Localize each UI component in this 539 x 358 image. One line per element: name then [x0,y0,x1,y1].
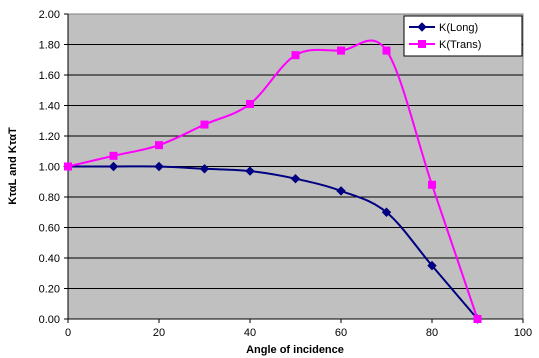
series-2 [64,39,482,323]
data-point [428,180,436,189]
x-tick-label: 80 [426,327,438,339]
x-tick-label: 40 [244,327,256,339]
y-tick-label: 1.60 [39,70,60,82]
legend-box [403,15,523,57]
data-point [246,99,254,108]
data-point [382,46,391,55]
series-layer [63,39,483,324]
data-point [154,161,164,172]
data-point [245,166,255,176]
x-axis-title: Angle of incidence [246,344,344,356]
y-tick-label: 1.00 [39,162,60,174]
data-point [427,260,437,271]
data-point [290,173,301,184]
legend-marker [418,40,426,48]
y-tick-label: 1.80 [39,40,60,52]
data-point [155,141,163,150]
data-point [291,51,300,60]
data-point [64,162,72,171]
legend-label: K(Trans) [439,39,481,51]
y-tick-label: 2.00 [39,9,60,21]
series-1 [63,161,483,324]
data-point [200,120,209,129]
series-line [67,165,479,320]
y-tick-labels: 0.00 0.20 0.40 0.60 0.80 1.00 1.20 1.40 1.60 1.80… [39,9,60,326]
y-tick-label: 0.80 [39,192,60,204]
legend-marker [417,22,427,32]
x-tick-label: 20 [153,327,165,339]
y-tick-label: 1.20 [39,131,60,143]
y-tick-label: 0.40 [39,253,60,265]
x-tick-label: 100 [514,327,532,339]
data-point [108,161,119,172]
legend: K(Long) K(Trans) [403,15,523,57]
y-tick-label: 0.60 [39,223,60,235]
x-tick-label: 60 [335,327,347,339]
y-tick-label: 0.20 [39,284,60,296]
x-tick-labels: 0 20 40 60 80 100 [65,327,532,339]
y-axis-title: KταL and KταT [7,127,19,205]
legend-item: K(Trans) [409,39,481,51]
data-point [109,151,118,160]
data-point [381,207,392,217]
data-point [336,186,346,196]
data-point [337,46,345,55]
data-point [199,164,210,174]
legend-label: K(Long) [439,22,478,34]
y-tick-label: 0.00 [39,314,60,326]
legend-item: K(Long) [409,22,478,34]
y-tick-label: 1.40 [39,101,60,113]
x-tick-label: 0 [65,327,71,339]
data-point [473,315,482,323]
